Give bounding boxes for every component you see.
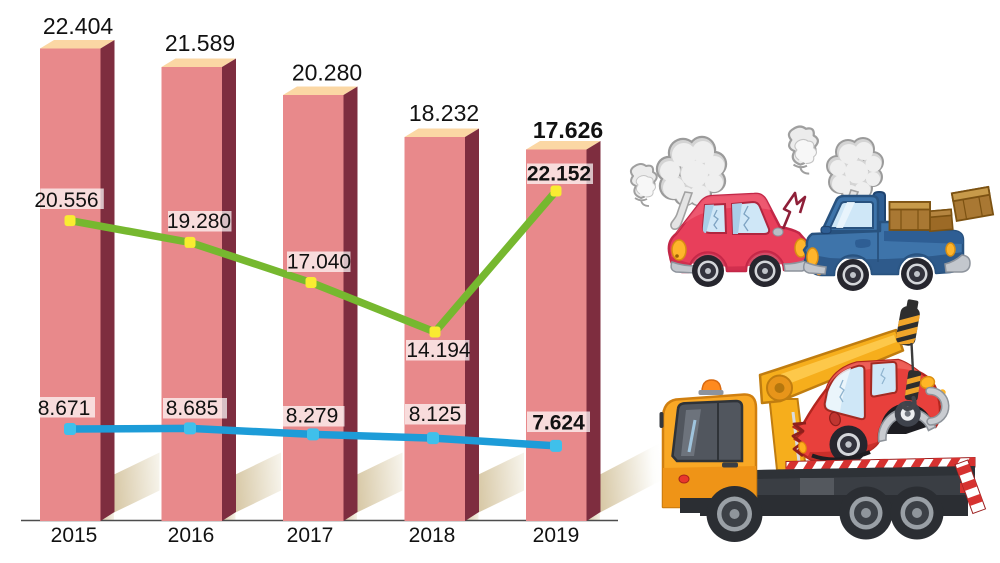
svg-text:2018: 2018: [409, 524, 456, 547]
svg-text:8.279: 8.279: [286, 405, 339, 428]
svg-text:8.685: 8.685: [166, 397, 219, 420]
svg-text:20.556: 20.556: [34, 189, 98, 212]
svg-text:2019: 2019: [533, 524, 580, 547]
svg-text:8.125: 8.125: [409, 403, 462, 426]
svg-text:2015: 2015: [51, 524, 98, 547]
svg-text:14.194: 14.194: [406, 339, 471, 362]
svg-text:22.404: 22.404: [43, 13, 114, 39]
svg-text:8.671: 8.671: [38, 397, 91, 420]
svg-text:22.152: 22.152: [527, 163, 591, 186]
svg-text:7.624: 7.624: [532, 412, 585, 435]
svg-text:17.626: 17.626: [533, 117, 603, 143]
svg-text:2016: 2016: [168, 524, 215, 547]
svg-text:18.232: 18.232: [409, 100, 479, 126]
svg-text:20.280: 20.280: [292, 60, 362, 86]
svg-text:2017: 2017: [287, 524, 334, 547]
svg-text:19.280: 19.280: [167, 210, 231, 233]
svg-text:17.040: 17.040: [287, 251, 351, 274]
svg-text:21.589: 21.589: [165, 30, 235, 56]
